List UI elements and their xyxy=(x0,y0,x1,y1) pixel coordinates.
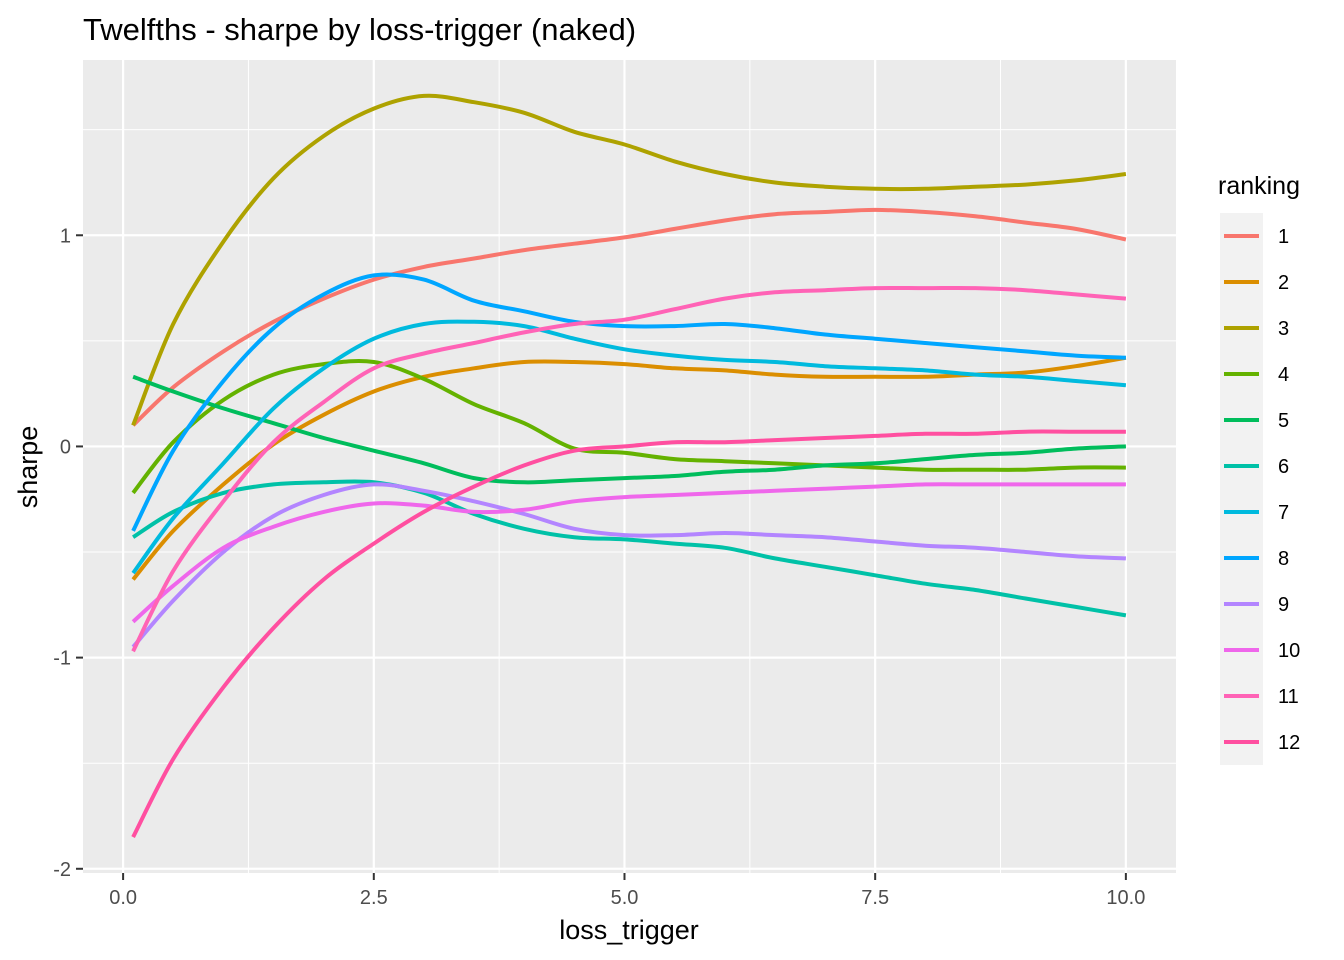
legend-label: 10 xyxy=(1278,640,1300,662)
y-axis: -2 -1 0 1 xyxy=(53,225,83,881)
legend-label: 7 xyxy=(1278,502,1289,524)
legend-item-2: 2 xyxy=(1220,259,1289,305)
legend-item-5: 5 xyxy=(1220,397,1289,443)
series-line-6 xyxy=(132,479,1127,618)
x-tick-label-4: 10.0 xyxy=(1106,887,1145,909)
series-line-11 xyxy=(131,285,1127,653)
legend-label: 1 xyxy=(1278,226,1289,248)
legend-label: 4 xyxy=(1278,364,1289,386)
grid-minor xyxy=(83,60,1176,873)
x-tick-label-2: 5.0 xyxy=(611,887,639,909)
legend-item-4: 4 xyxy=(1220,351,1289,397)
legend-item-11: 11 xyxy=(1220,673,1299,719)
legend-item-8: 8 xyxy=(1220,535,1289,581)
legend-item-9: 9 xyxy=(1220,581,1289,627)
series-line-8 xyxy=(131,272,1126,532)
y-tick-label-2: 0 xyxy=(60,436,71,458)
legend-item-12: 12 xyxy=(1220,719,1300,765)
legend-label: 11 xyxy=(1278,686,1299,708)
y-tick-label-0: -2 xyxy=(53,859,71,881)
legend-label: 6 xyxy=(1278,456,1289,478)
series-line-4 xyxy=(131,358,1126,495)
series-lines xyxy=(131,93,1127,839)
legend-label: 8 xyxy=(1278,548,1289,570)
y-tick-label-3: 1 xyxy=(60,225,71,247)
legend-item-7: 7 xyxy=(1220,489,1289,535)
series-line-7 xyxy=(131,319,1127,575)
y-tick-label-1: -1 xyxy=(53,648,71,670)
chart-title: Twelfths - sharpe by loss-trigger (naked… xyxy=(83,12,636,47)
x-tick-label-1: 2.5 xyxy=(360,887,388,909)
legend-label: 9 xyxy=(1278,594,1289,616)
legend-item-10: 10 xyxy=(1220,627,1300,673)
x-tick-label-0: 0.0 xyxy=(109,887,137,909)
x-tick-label-3: 7.5 xyxy=(861,887,889,909)
grid-major xyxy=(83,60,1176,873)
legend-label: 3 xyxy=(1278,318,1289,340)
legend-label: 5 xyxy=(1278,410,1289,432)
series-line-10 xyxy=(131,482,1126,624)
series-line-9 xyxy=(131,482,1126,649)
legend-item-1: 1 xyxy=(1220,213,1289,259)
legend-label: 12 xyxy=(1278,732,1300,754)
legend-title: ranking xyxy=(1218,172,1300,200)
plot-panel xyxy=(83,60,1176,873)
series-line-3 xyxy=(131,93,1127,427)
legend-label: 2 xyxy=(1278,272,1289,294)
x-axis: 0.0 2.5 5.0 7.5 10.0 xyxy=(109,873,1145,909)
x-axis-label: loss_trigger xyxy=(559,915,699,945)
legend-item-3: 3 xyxy=(1220,305,1289,351)
series-line-2 xyxy=(131,355,1127,581)
y-axis-label: sharpe xyxy=(13,426,43,509)
legend-item-6: 6 xyxy=(1220,443,1289,489)
series-line-12 xyxy=(131,429,1126,839)
